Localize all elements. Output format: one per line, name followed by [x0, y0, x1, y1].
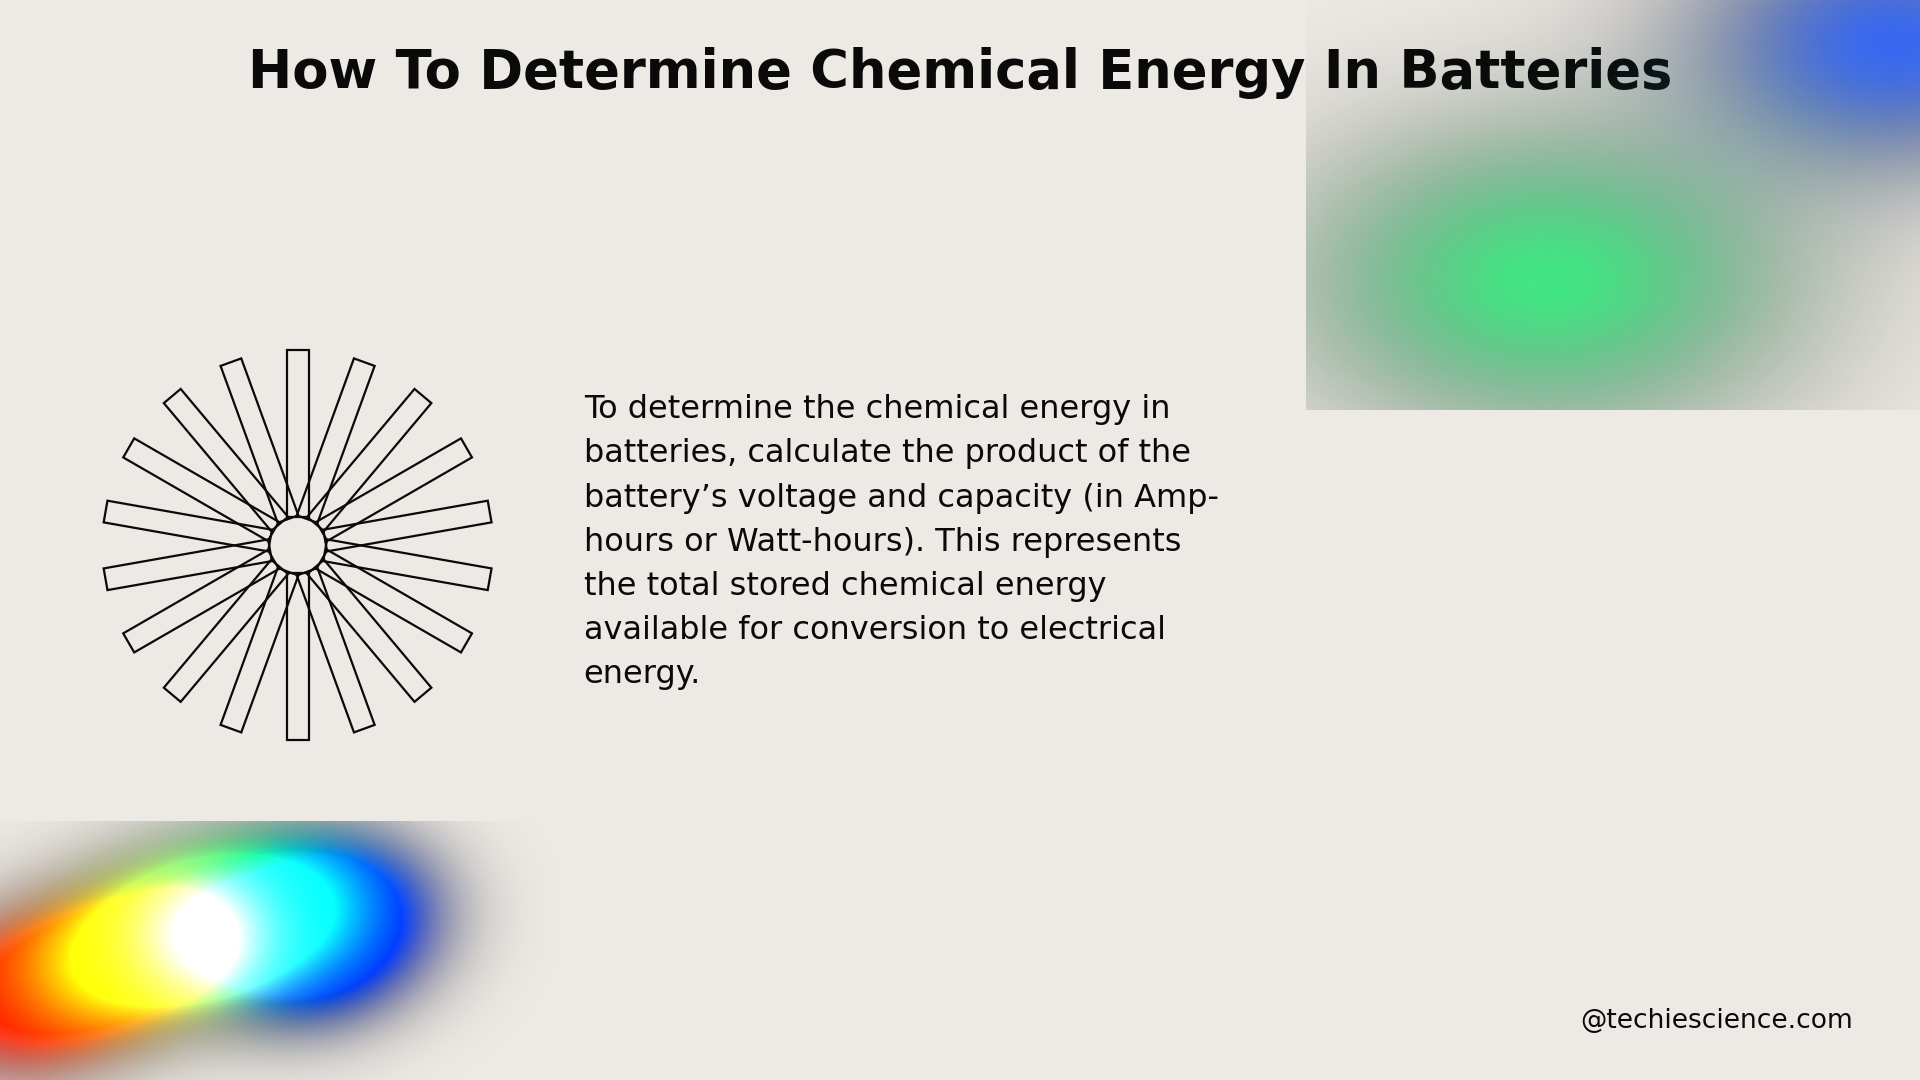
Text: To determine the chemical energy in
batteries, calculate the product of the
batt: To determine the chemical energy in batt…: [584, 394, 1219, 690]
Text: @techiescience.com: @techiescience.com: [1580, 1008, 1853, 1034]
Text: How To Determine Chemical Energy In Batteries: How To Determine Chemical Energy In Batt…: [248, 48, 1672, 99]
